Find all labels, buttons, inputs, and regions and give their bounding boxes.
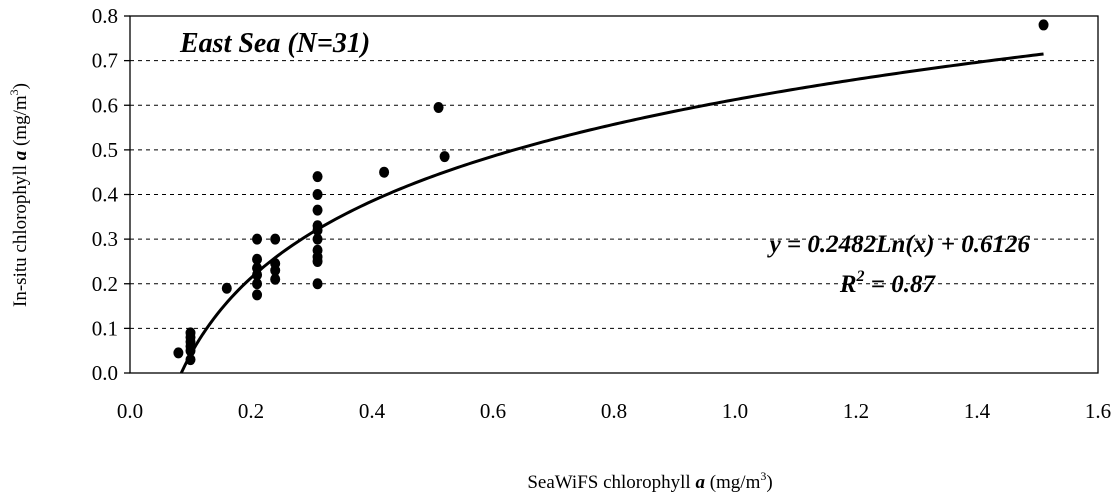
- x-tick-label: 0.8: [601, 399, 627, 423]
- data-point: [185, 327, 196, 339]
- x-tick-label: 0.6: [480, 399, 506, 423]
- data-point: [312, 244, 323, 256]
- data-point: [185, 354, 196, 366]
- grid-lines: [130, 60, 1098, 329]
- x-tick-label: 0.4: [359, 399, 386, 423]
- x-axis-title-unit-close: ): [766, 472, 772, 493]
- y-tick-label: 0.0: [92, 361, 118, 385]
- trend-line: [179, 52, 1044, 374]
- y-axis-title-unit-close: ): [10, 83, 31, 89]
- data-point: [312, 189, 323, 200]
- r-squared-symbol: R: [839, 271, 857, 298]
- x-axis-ticks: 0.0 0.2 0.4 0.6 0.8 1.0 1.2 1.4 1.6: [117, 399, 1111, 423]
- y-axis-title-unit-sup: 3: [7, 89, 21, 95]
- data-point: [252, 262, 263, 274]
- data-point: [252, 289, 263, 301]
- y-tick-label: 0.5: [92, 138, 118, 162]
- data-point: [270, 258, 281, 270]
- y-tick-label: 0.1: [92, 316, 118, 340]
- x-tick-label: 1.2: [843, 399, 869, 423]
- x-axis-title: SeaWiFS chlorophyll a (mg/m3): [527, 469, 772, 493]
- y-tick-label: 0.2: [92, 272, 118, 296]
- y-axis-title-variable: a: [10, 150, 31, 160]
- y-tick-label: 0.3: [92, 227, 118, 251]
- data-point: [221, 282, 232, 294]
- fit-equation: y = 0.2482Ln(x) + 0.6126: [767, 231, 1031, 258]
- data-point: [312, 204, 323, 216]
- x-axis-title-variable: a: [695, 472, 705, 493]
- x-tick-label: 1.0: [722, 399, 748, 423]
- r-squared-superscript: 2: [856, 268, 865, 285]
- data-point: [312, 233, 323, 245]
- chart-title: East Sea (N=31): [179, 28, 370, 59]
- y-tick-label: 0.7: [92, 49, 118, 73]
- data-point: [1038, 19, 1049, 31]
- y-axis-title-unit: (mg/m: [10, 95, 31, 146]
- data-points: [173, 19, 1049, 366]
- data-point: [270, 273, 281, 285]
- y-axis-ticks: 0.0 0.1 0.2 0.3 0.4 0.5 0.6 0.7 0.8: [92, 4, 130, 385]
- x-tick-label: 1.4: [964, 399, 991, 423]
- x-tick-label: 0.0: [117, 399, 143, 423]
- data-point: [312, 220, 323, 232]
- data-point: [173, 347, 184, 359]
- data-point: [433, 101, 444, 113]
- y-tick-label: 0.4: [92, 183, 119, 207]
- y-tick-label: 0.6: [92, 93, 118, 117]
- data-point: [270, 233, 281, 245]
- data-point: [379, 166, 390, 178]
- r-squared-label: R2 = 0.87: [839, 268, 937, 298]
- data-point: [312, 278, 323, 290]
- x-axis-title-unit-sup: 3: [760, 469, 766, 483]
- data-point: [252, 233, 263, 245]
- x-tick-label: 1.6: [1085, 399, 1111, 423]
- x-tick-label: 0.2: [238, 399, 264, 423]
- y-tick-label: 0.8: [92, 4, 118, 28]
- y-axis-title: In-situ chlorophyll a (mg/m3): [7, 83, 31, 307]
- data-point: [252, 278, 263, 290]
- data-point: [312, 171, 323, 183]
- data-point: [439, 151, 450, 163]
- x-axis-title-unit: (mg/m: [710, 472, 761, 493]
- data-point: [252, 253, 263, 265]
- r-squared-value: = 0.87: [865, 271, 937, 298]
- y-axis-title-text: In-situ chlorophyll: [10, 165, 31, 307]
- x-axis-title-text: SeaWiFS chlorophyll: [527, 472, 690, 493]
